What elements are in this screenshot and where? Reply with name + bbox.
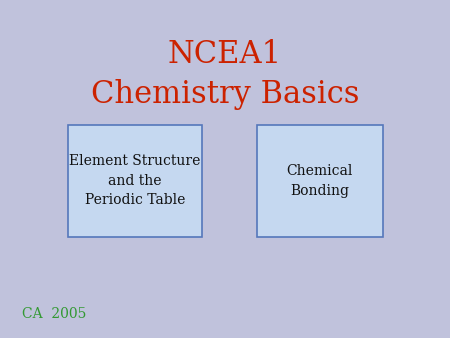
FancyBboxPatch shape	[256, 125, 382, 237]
Text: Chemical
Bonding: Chemical Bonding	[286, 164, 353, 198]
FancyBboxPatch shape	[68, 125, 203, 237]
Text: CA  2005: CA 2005	[22, 307, 87, 321]
Text: NCEA1
Chemistry Basics: NCEA1 Chemistry Basics	[91, 39, 359, 110]
Text: Element Structure
and the
Periodic Table: Element Structure and the Periodic Table	[69, 154, 201, 207]
